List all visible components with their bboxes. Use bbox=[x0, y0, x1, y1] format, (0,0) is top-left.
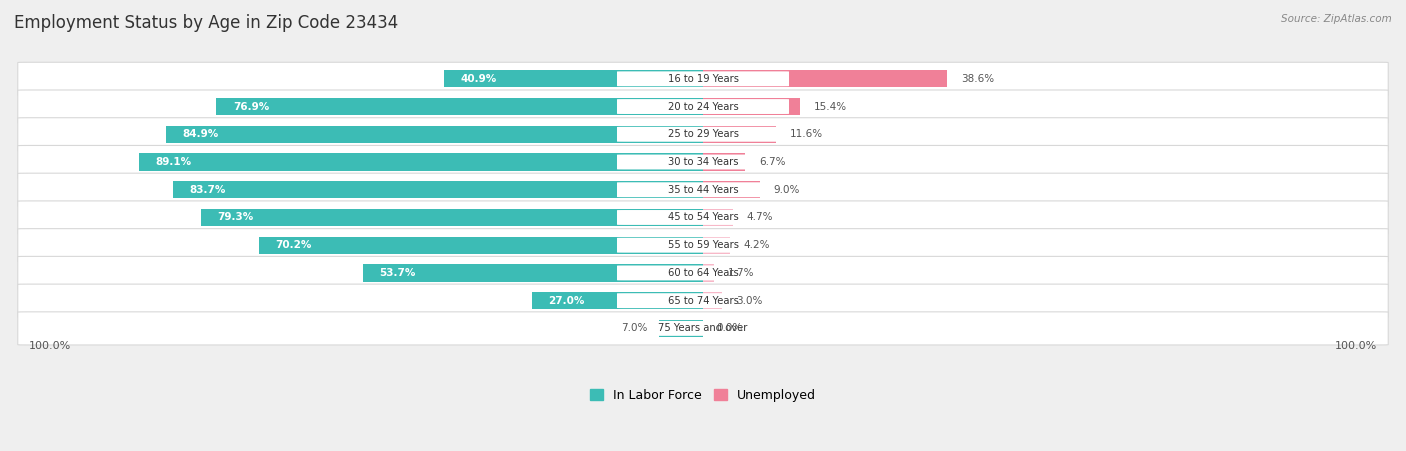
Text: 45 to 54 Years: 45 to 54 Years bbox=[668, 212, 738, 222]
FancyBboxPatch shape bbox=[18, 118, 1388, 151]
Text: 76.9%: 76.9% bbox=[233, 101, 269, 111]
Text: 53.7%: 53.7% bbox=[380, 268, 416, 278]
Bar bbox=[444, 70, 703, 87]
Text: 9.0%: 9.0% bbox=[773, 185, 800, 195]
FancyBboxPatch shape bbox=[617, 210, 789, 225]
FancyBboxPatch shape bbox=[18, 62, 1388, 95]
Bar bbox=[363, 264, 703, 281]
Bar bbox=[703, 126, 776, 143]
FancyBboxPatch shape bbox=[617, 71, 789, 86]
FancyBboxPatch shape bbox=[18, 284, 1388, 317]
Text: 4.2%: 4.2% bbox=[744, 240, 770, 250]
Bar bbox=[217, 98, 703, 115]
FancyBboxPatch shape bbox=[617, 99, 789, 114]
Text: 27.0%: 27.0% bbox=[548, 296, 585, 306]
Text: Source: ZipAtlas.com: Source: ZipAtlas.com bbox=[1281, 14, 1392, 23]
Bar bbox=[703, 209, 733, 226]
Bar bbox=[166, 126, 703, 143]
Legend: In Labor Force, Unemployed: In Labor Force, Unemployed bbox=[585, 384, 821, 407]
Bar bbox=[139, 153, 703, 170]
Bar bbox=[703, 98, 800, 115]
Text: 75 Years and over: 75 Years and over bbox=[658, 323, 748, 333]
FancyBboxPatch shape bbox=[617, 321, 789, 336]
FancyBboxPatch shape bbox=[18, 90, 1388, 123]
Bar bbox=[658, 320, 703, 337]
FancyBboxPatch shape bbox=[18, 201, 1388, 234]
FancyBboxPatch shape bbox=[18, 229, 1388, 262]
Text: 70.2%: 70.2% bbox=[276, 240, 312, 250]
FancyBboxPatch shape bbox=[617, 155, 789, 170]
Text: 7.0%: 7.0% bbox=[621, 323, 648, 333]
Bar bbox=[703, 153, 745, 170]
Text: 89.1%: 89.1% bbox=[156, 157, 191, 167]
FancyBboxPatch shape bbox=[18, 312, 1388, 345]
Bar bbox=[173, 181, 703, 198]
FancyBboxPatch shape bbox=[18, 173, 1388, 206]
Bar bbox=[259, 237, 703, 254]
Text: 0.0%: 0.0% bbox=[717, 323, 742, 333]
Bar bbox=[703, 237, 730, 254]
Text: 11.6%: 11.6% bbox=[790, 129, 824, 139]
Text: 65 to 74 Years: 65 to 74 Years bbox=[668, 296, 738, 306]
Text: 4.7%: 4.7% bbox=[747, 212, 773, 222]
Text: 60 to 64 Years: 60 to 64 Years bbox=[668, 268, 738, 278]
FancyBboxPatch shape bbox=[617, 182, 789, 197]
Bar bbox=[531, 292, 703, 309]
Text: Employment Status by Age in Zip Code 23434: Employment Status by Age in Zip Code 234… bbox=[14, 14, 398, 32]
Bar bbox=[703, 264, 714, 281]
Text: 30 to 34 Years: 30 to 34 Years bbox=[668, 157, 738, 167]
Bar bbox=[703, 70, 948, 87]
Text: 35 to 44 Years: 35 to 44 Years bbox=[668, 185, 738, 195]
FancyBboxPatch shape bbox=[617, 238, 789, 253]
Text: 40.9%: 40.9% bbox=[461, 74, 496, 84]
Text: 15.4%: 15.4% bbox=[814, 101, 848, 111]
Bar bbox=[703, 292, 723, 309]
FancyBboxPatch shape bbox=[18, 256, 1388, 290]
Text: 84.9%: 84.9% bbox=[183, 129, 218, 139]
FancyBboxPatch shape bbox=[617, 266, 789, 281]
Text: 55 to 59 Years: 55 to 59 Years bbox=[668, 240, 738, 250]
Text: 1.7%: 1.7% bbox=[727, 268, 754, 278]
Text: 79.3%: 79.3% bbox=[218, 212, 254, 222]
Bar bbox=[201, 209, 703, 226]
Text: 20 to 24 Years: 20 to 24 Years bbox=[668, 101, 738, 111]
Text: 3.0%: 3.0% bbox=[735, 296, 762, 306]
Bar bbox=[703, 181, 761, 198]
Text: 16 to 19 Years: 16 to 19 Years bbox=[668, 74, 738, 84]
Text: 38.6%: 38.6% bbox=[962, 74, 994, 84]
Text: 6.7%: 6.7% bbox=[759, 157, 786, 167]
Text: 100.0%: 100.0% bbox=[1334, 341, 1378, 350]
FancyBboxPatch shape bbox=[617, 293, 789, 308]
FancyBboxPatch shape bbox=[18, 146, 1388, 179]
Text: 100.0%: 100.0% bbox=[28, 341, 72, 350]
Text: 83.7%: 83.7% bbox=[190, 185, 226, 195]
Text: 25 to 29 Years: 25 to 29 Years bbox=[668, 129, 738, 139]
FancyBboxPatch shape bbox=[617, 127, 789, 142]
